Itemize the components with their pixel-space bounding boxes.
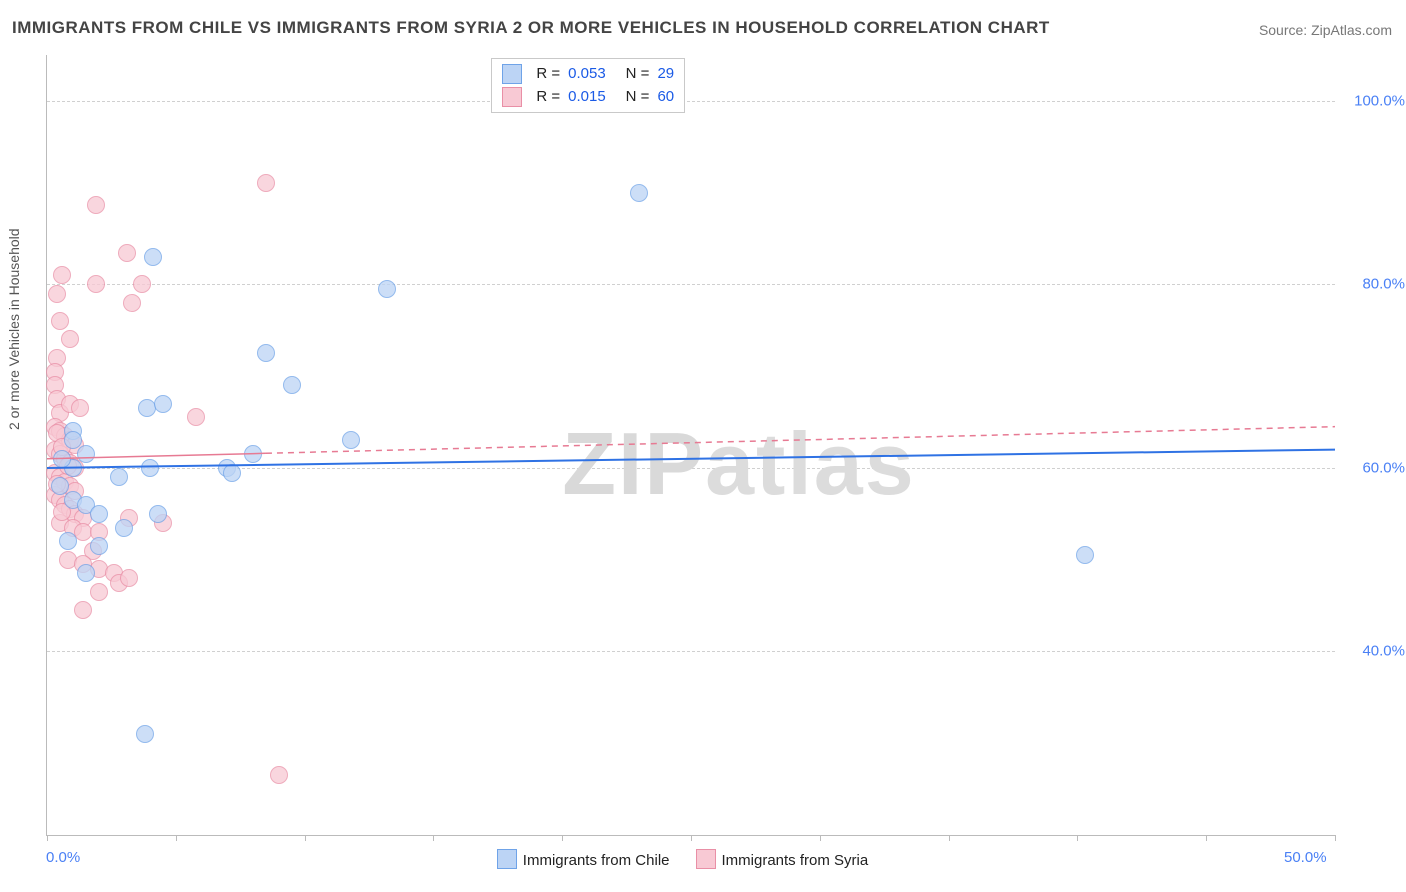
x-tick [1335,835,1336,841]
y-axis-label: 2 or more Vehicles in Household [6,228,22,430]
x-tick [47,835,48,841]
x-tick [949,835,950,841]
trend-line-syria-dashed [266,427,1335,454]
legend-correlation: R = 0.053N = 29R = 0.015N = 60 [491,58,685,113]
x-tick [820,835,821,841]
trend-line-chile [47,450,1335,468]
plot-area: 40.0%60.0%80.0%100.0%ZIPatlasR = 0.053N … [46,55,1335,836]
trend-lines [47,55,1335,835]
x-tick [176,835,177,841]
chart-title: IMMIGRANTS FROM CHILE VS IMMIGRANTS FROM… [12,18,1050,38]
x-tick [433,835,434,841]
x-tick [1077,835,1078,841]
x-label-min: 0.0% [46,849,80,866]
y-tick-label: 80.0% [1345,276,1405,293]
x-tick [305,835,306,841]
y-tick-label: 100.0% [1345,92,1405,109]
legend-item: Immigrants from Chile [497,849,670,869]
legend-row: R = 0.015N = 60 [502,86,674,109]
x-tick [562,835,563,841]
legend-series: Immigrants from Chile Immigrants from Syr… [497,849,868,869]
x-label-max: 50.0% [1284,849,1327,866]
legend-row: R = 0.053N = 29 [502,63,674,86]
x-tick [691,835,692,841]
trend-line-syria [47,453,266,458]
chart-source: Source: ZipAtlas.com [1259,22,1392,38]
y-tick-label: 40.0% [1345,643,1405,660]
legend-item: Immigrants from Syria [696,849,869,869]
x-tick [1206,835,1207,841]
y-tick-label: 60.0% [1345,459,1405,476]
